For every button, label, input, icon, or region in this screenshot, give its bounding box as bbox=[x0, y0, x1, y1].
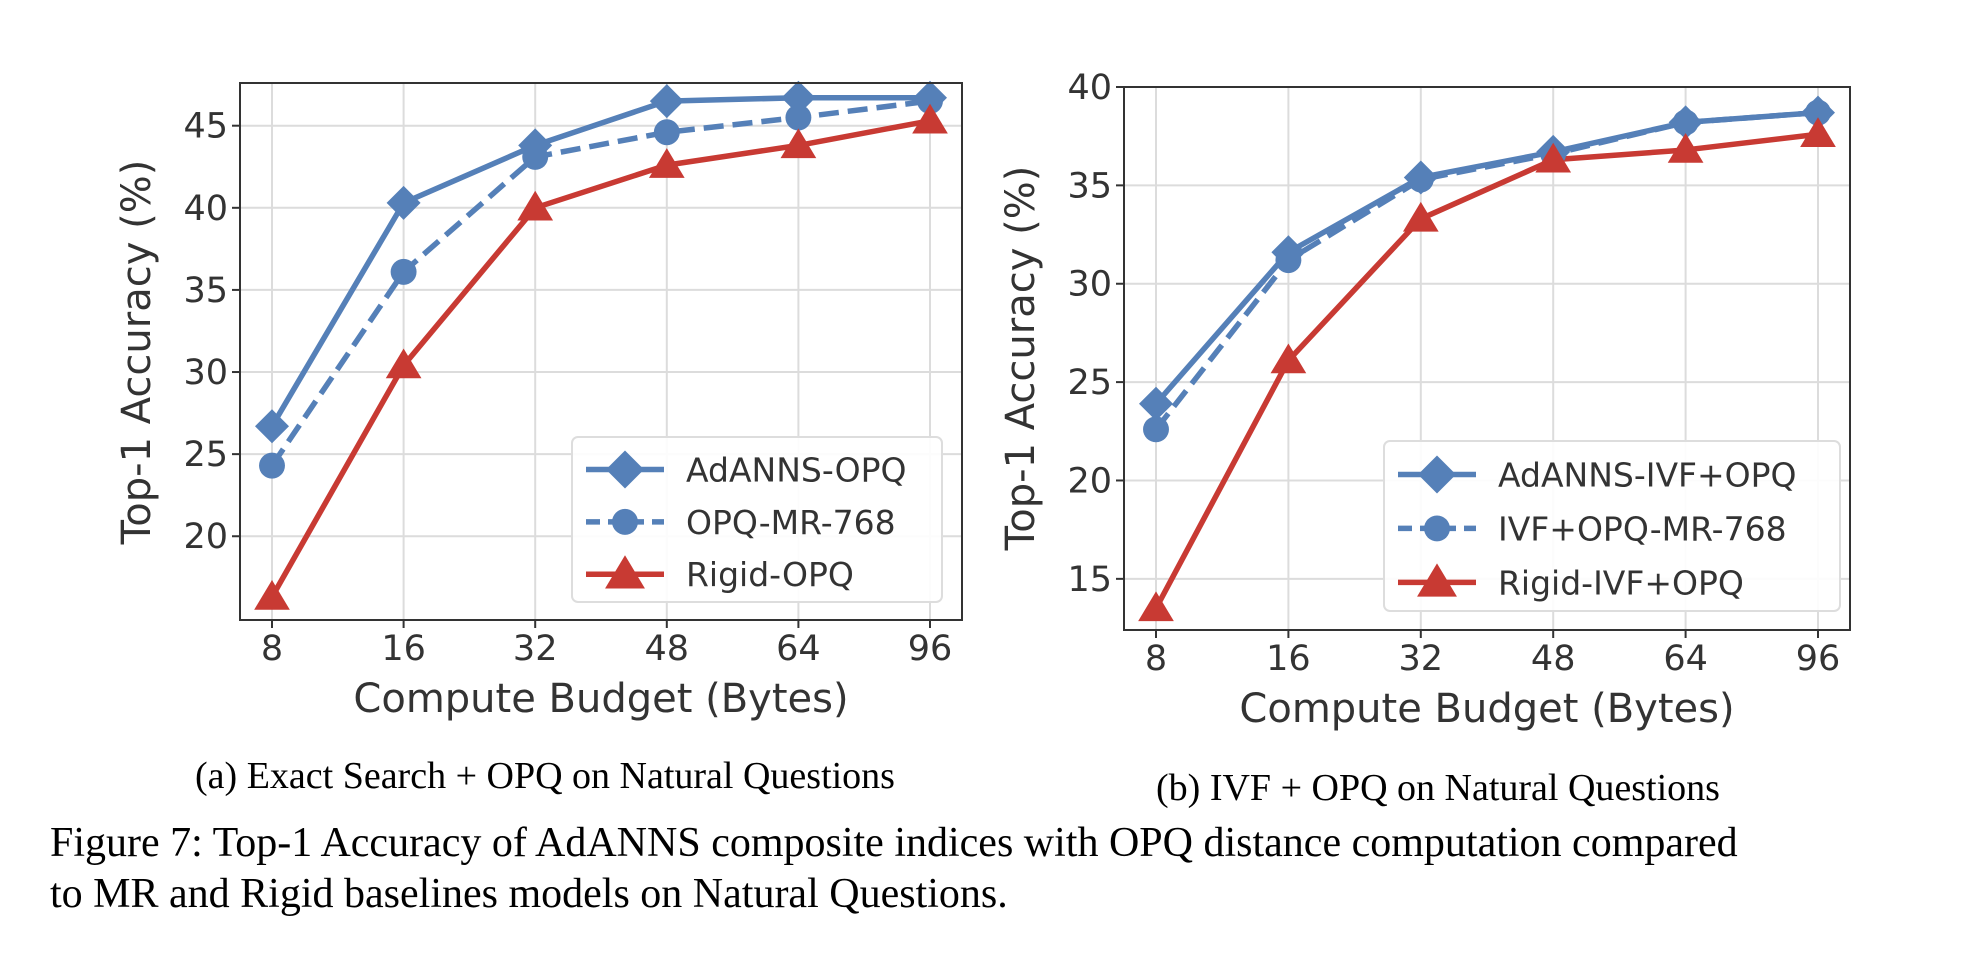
legend: AdANNS-IVF+OPQ IVF+OPQ-MR-768 Rigid-IVF+OP… bbox=[1383, 440, 1841, 612]
data-point-1-1 bbox=[255, 409, 289, 444]
data-point-3-1 bbox=[254, 580, 290, 610]
x-tick-label: 64 bbox=[1663, 639, 1708, 679]
x-tick-label: 96 bbox=[1796, 639, 1841, 679]
data-point-3-3 bbox=[517, 190, 554, 221]
data-point-2-5 bbox=[785, 104, 812, 131]
legend-marker-1 bbox=[606, 450, 644, 489]
chart-panel-a: 8 16 32 48 64 96 20 25 30 35 40 45 Compute Budget (B… bbox=[114, 80, 963, 722]
data-point-2-3 bbox=[522, 143, 549, 170]
data-point-1-1 bbox=[1139, 386, 1173, 421]
y-tick-label: 40 bbox=[1067, 68, 1112, 108]
y-tick-label: 25 bbox=[183, 435, 228, 475]
data-point-3-2 bbox=[385, 348, 422, 379]
figure-caption-line-2: to MR and Rigid baselines models on Natu… bbox=[50, 871, 1008, 917]
data-point-2-1 bbox=[259, 452, 285, 479]
subcaption-a: (a) Exact Search + OPQ on Natural Questi… bbox=[195, 755, 895, 797]
data-point-3-2 bbox=[1270, 343, 1307, 374]
y-tick-label: 30 bbox=[183, 353, 228, 393]
subcaption-b: (b) IVF + OPQ on Natural Questions bbox=[1156, 767, 1720, 809]
data-point-2-1 bbox=[1143, 416, 1169, 443]
legend-label-3: Rigid-OPQ bbox=[686, 555, 854, 594]
x-tick-label: 32 bbox=[513, 629, 558, 669]
figure-caption-line-1: Figure 7: Top-1 Accuracy of AdANNS compo… bbox=[50, 820, 1738, 866]
data-point-3-3 bbox=[1402, 201, 1439, 232]
data-point-3-4 bbox=[648, 148, 685, 178]
y-tick-label: 35 bbox=[183, 271, 228, 311]
data-point-3-6 bbox=[1800, 117, 1836, 147]
legend-label-1: AdANNS-OPQ bbox=[686, 450, 907, 489]
x-tick-label: 8 bbox=[261, 629, 283, 669]
series-line-2 bbox=[1153, 109, 1819, 432]
y-axis-label: Top-1 Accuracy (%) bbox=[998, 166, 1044, 552]
plot-frame bbox=[239, 82, 963, 621]
data-point-2-2 bbox=[390, 258, 417, 285]
y-tick-label: 25 bbox=[1067, 363, 1112, 403]
data-point-2-5 bbox=[1672, 109, 1699, 136]
data-point-3-1 bbox=[1138, 591, 1174, 622]
series-line-1 bbox=[1153, 109, 1819, 406]
data-point-1-4 bbox=[649, 84, 684, 119]
legend-marker-2 bbox=[612, 508, 638, 535]
y-tick-label: 30 bbox=[1067, 265, 1112, 305]
data-point-3-4 bbox=[1535, 142, 1572, 173]
y-axis-label: Top-1 Accuracy (%) bbox=[114, 160, 160, 546]
series-line-1 bbox=[269, 95, 930, 428]
y-tick-label: 20 bbox=[183, 517, 228, 557]
x-tick-label: 64 bbox=[776, 629, 821, 669]
y-tick-label: 15 bbox=[1067, 560, 1112, 600]
legend: AdANNS-OPQ OPQ-MR-768 Rigid-OPQ bbox=[571, 436, 943, 603]
x-tick-label: 48 bbox=[1531, 639, 1576, 679]
data-point-2-2 bbox=[1275, 247, 1302, 274]
data-point-2-4 bbox=[653, 119, 680, 146]
y-tick-label: 45 bbox=[183, 107, 228, 147]
legend-box bbox=[1383, 440, 1841, 612]
data-point-2-6 bbox=[1805, 99, 1831, 126]
legend-label-1: AdANNS-IVF+OPQ bbox=[1498, 455, 1797, 494]
x-tick-label: 8 bbox=[1145, 639, 1167, 679]
chart-panel-b: 8 16 32 48 64 96 15 20 25 30 35 40 Compute Budget (B… bbox=[998, 68, 1851, 732]
series-line-3 bbox=[1153, 131, 1819, 610]
legend-box bbox=[571, 436, 943, 603]
data-point-3-5 bbox=[780, 128, 817, 159]
legend-label-2: IVF+OPQ-MR-768 bbox=[1498, 509, 1787, 548]
legend-marker-3 bbox=[1417, 563, 1457, 597]
x-tick-label: 16 bbox=[381, 629, 426, 669]
series-line-2 bbox=[269, 98, 931, 468]
data-point-2-6 bbox=[917, 88, 943, 115]
plot-frame bbox=[1123, 86, 1851, 631]
data-point-3-5 bbox=[1667, 132, 1704, 163]
x-tick-label: 96 bbox=[908, 629, 953, 669]
legend-marker-3 bbox=[605, 555, 645, 589]
y-tick-label: 20 bbox=[1067, 461, 1112, 501]
legend-marker-2 bbox=[1424, 515, 1450, 542]
x-tick-label: 16 bbox=[1266, 639, 1311, 679]
legend-label-3: Rigid-IVF+OPQ bbox=[1498, 563, 1744, 602]
data-point-3-6 bbox=[912, 103, 948, 134]
data-point-1-5 bbox=[781, 80, 816, 115]
data-point-2-3 bbox=[1407, 166, 1434, 193]
y-tick-label: 40 bbox=[183, 189, 228, 229]
data-point-1-2 bbox=[386, 185, 421, 220]
x-tick-label: 32 bbox=[1399, 639, 1444, 679]
legend-label-2: OPQ-MR-768 bbox=[686, 503, 896, 542]
y-tick-label: 35 bbox=[1067, 166, 1112, 206]
x-tick-label: 48 bbox=[645, 629, 690, 669]
x-axis-label: Compute Budget (Bytes) bbox=[1239, 686, 1734, 732]
legend-marker-1 bbox=[1418, 455, 1456, 494]
x-axis-label: Compute Budget (Bytes) bbox=[353, 676, 848, 722]
series-line-3 bbox=[269, 118, 931, 599]
